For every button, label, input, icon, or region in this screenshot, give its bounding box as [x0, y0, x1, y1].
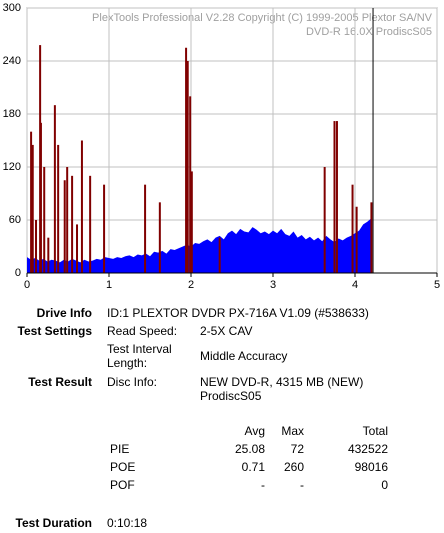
poe-bar	[57, 144, 60, 273]
table-cell: PIE	[110, 442, 130, 456]
poe-bar	[190, 171, 193, 273]
value: NEW DVD-R, 4315 MB (NEW)	[200, 375, 364, 389]
table-cell: POF	[110, 478, 135, 492]
poe-bar	[103, 184, 106, 273]
poe-bar	[47, 237, 50, 273]
value: Middle Accuracy	[200, 349, 288, 363]
poe-bar	[66, 167, 69, 273]
label: Test Duration	[15, 516, 92, 530]
y-tick-label: 120	[3, 161, 21, 173]
value: ID:1 PLEXTOR DVDR PX-716A V1.09 (#538633…	[107, 306, 369, 320]
table-cell: POE	[110, 460, 136, 474]
table-cell: 25.08	[234, 442, 265, 456]
table-cell: Avg	[244, 424, 265, 438]
poe-bar	[189, 96, 192, 273]
poe-bar	[333, 121, 336, 273]
key: Disc Info:	[107, 375, 158, 389]
x-tick-label: 1	[106, 279, 112, 291]
poe-bar	[335, 121, 338, 273]
poe-bar	[355, 206, 358, 273]
x-tick-label: 4	[352, 279, 358, 291]
table-cell: 98016	[354, 460, 388, 474]
label: Drive Info	[36, 306, 92, 320]
y-tick-label: 180	[3, 108, 21, 120]
poe-bar	[76, 224, 79, 273]
table-cell: 0	[381, 478, 388, 492]
poe-bar	[39, 122, 42, 273]
x-tick-label: 2	[188, 279, 194, 291]
label: Test Result	[28, 375, 92, 389]
chart-subtitle: DVD-R 16.0X ProdiscS05	[306, 26, 432, 38]
poe-bar	[185, 47, 188, 273]
poe-bar	[30, 131, 33, 273]
label: Test Settings	[17, 324, 92, 338]
poe-bar	[43, 167, 46, 273]
poe-bar	[31, 144, 34, 273]
x-tick-label: 0	[24, 279, 30, 291]
poe-bar	[89, 175, 92, 273]
table-cell: 260	[283, 460, 304, 474]
poe-bar	[71, 175, 74, 273]
key: Test Interval Length:	[107, 342, 172, 370]
value: 2-5X CAV	[200, 324, 253, 338]
x-tick-label: 5	[434, 279, 440, 291]
table-cell: 432522	[347, 442, 388, 456]
key: Read Speed:	[107, 324, 178, 338]
poe-bar	[158, 202, 161, 273]
poe-bar	[80, 140, 83, 273]
table-cell: -	[261, 478, 265, 492]
value: 0:10:18	[107, 516, 148, 530]
poe-bar	[186, 61, 189, 273]
table-cell: 0.71	[241, 460, 265, 474]
y-tick-label: 300	[3, 2, 21, 14]
poe-bar	[63, 180, 66, 273]
poe-bar	[323, 167, 326, 273]
x-tick-label: 3	[270, 279, 276, 291]
chart: PlexTools Professional V2.28 Copyright (…	[3, 2, 440, 291]
poe-bar	[144, 184, 147, 273]
table-cell: -	[300, 478, 304, 492]
poe-bar	[35, 220, 38, 273]
poe-bar	[218, 237, 221, 273]
poe-bar	[370, 202, 373, 273]
poe-bar	[53, 105, 56, 274]
poe-bar	[351, 184, 354, 273]
table-cell: Max	[281, 424, 304, 438]
value: ProdiscS05	[200, 389, 262, 403]
y-tick-label: 240	[3, 55, 21, 67]
pie-area	[27, 218, 372, 273]
y-tick-label: 60	[9, 214, 21, 226]
table-cell: Total	[362, 424, 388, 438]
y-tick-label: 0	[15, 267, 21, 279]
chart-title: PlexTools Professional V2.28 Copyright (…	[92, 12, 433, 24]
table-cell: 72	[290, 442, 304, 456]
